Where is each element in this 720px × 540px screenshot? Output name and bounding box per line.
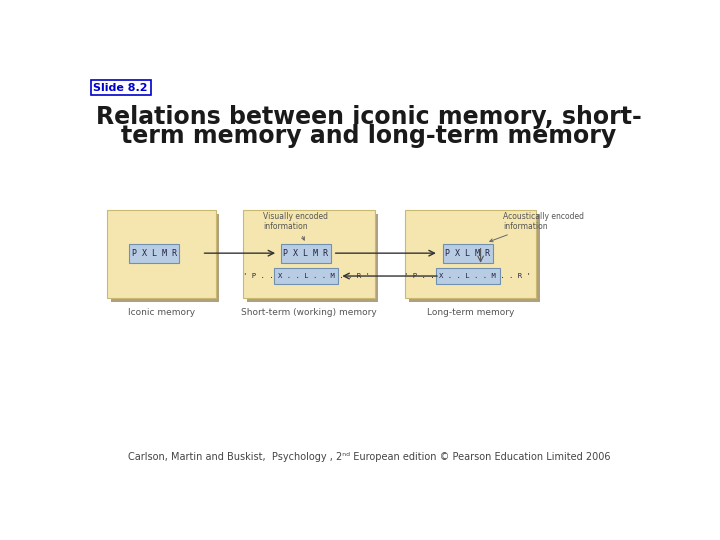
- Text: Slide 8.2: Slide 8.2: [94, 83, 148, 93]
- FancyBboxPatch shape: [405, 210, 536, 298]
- Text: P X L M R: P X L M R: [445, 248, 490, 258]
- Text: Visually encoded
information: Visually encoded information: [263, 212, 328, 240]
- Text: P X L M R: P X L M R: [132, 248, 176, 258]
- FancyBboxPatch shape: [436, 268, 500, 285]
- Text: ' P . . X . . L . . M . . R ': ' P . . X . . L . . M . . R ': [405, 273, 531, 279]
- FancyBboxPatch shape: [274, 268, 338, 285]
- Text: Carlson, Martin and Buskist,  Psychology , 2ⁿᵈ European edition © Pearson Educat: Carlson, Martin and Buskist, Psychology …: [127, 452, 611, 462]
- Text: Long-term memory: Long-term memory: [427, 308, 515, 317]
- Text: Short-term (working) memory: Short-term (working) memory: [241, 308, 377, 317]
- FancyBboxPatch shape: [281, 244, 331, 262]
- Text: P X L M R: P X L M R: [284, 248, 328, 258]
- FancyBboxPatch shape: [409, 214, 540, 302]
- FancyBboxPatch shape: [129, 244, 179, 262]
- FancyBboxPatch shape: [111, 214, 220, 302]
- Text: Relations between iconic memory, short-: Relations between iconic memory, short-: [96, 105, 642, 129]
- FancyBboxPatch shape: [107, 210, 215, 298]
- Text: Iconic memory: Iconic memory: [127, 308, 194, 317]
- FancyBboxPatch shape: [248, 214, 379, 302]
- FancyBboxPatch shape: [443, 244, 493, 262]
- FancyBboxPatch shape: [243, 210, 374, 298]
- Text: ' P . . X . . L . . M . . R ': ' P . . X . . L . . M . . R ': [243, 273, 369, 279]
- Text: term memory and long-term memory: term memory and long-term memory: [122, 124, 616, 148]
- Text: Acoustically encoded
information: Acoustically encoded information: [490, 212, 584, 242]
